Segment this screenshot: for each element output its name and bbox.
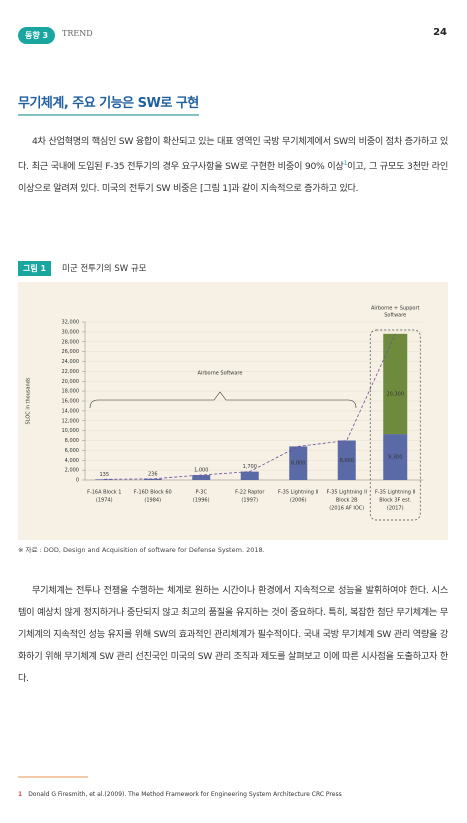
value-label: 135 — [99, 472, 109, 478]
value-label: 6,800 — [291, 461, 305, 467]
annotation: Software — [384, 313, 406, 319]
x-tick-label: F-16D Block 60 — [134, 490, 172, 496]
footnote-ref: 1 — [343, 160, 348, 167]
annotation: Airborne + Support — [371, 306, 419, 312]
value-label: 236 — [148, 471, 158, 477]
bar — [143, 478, 162, 480]
y-tick-label: 30,000 — [62, 329, 80, 335]
x-tick-label: F-16A Block 1 — [87, 490, 121, 496]
bar — [383, 333, 408, 435]
footnote: 1 Donald G Firesmith, et al.(2009). The M… — [18, 791, 342, 798]
x-tick-label: (1974) — [96, 498, 113, 504]
value-label: 9,300 — [388, 455, 402, 461]
y-tick-label: 12,000 — [62, 418, 80, 424]
source: ※ 자료 : DOD, Design and Acquisition of so… — [18, 546, 265, 554]
paragraph: 4차 산업혁명의 핵심인 SW 융합이 확산되고 있는 대표 영역인 국방 무기… — [18, 131, 448, 200]
chart: 0 2,000 4,000 6,000 8,000 10,000 12,000 14,000 1… — [18, 282, 448, 540]
x-tick-label: (1984) — [144, 498, 161, 504]
y-tick-label: 0 — [76, 478, 79, 484]
y-tick-label: 20,000 — [62, 379, 80, 385]
value-label: 20,300 — [387, 391, 405, 397]
y-tick-label: 32,000 — [62, 320, 80, 326]
footnote-rule — [18, 776, 88, 778]
y-axis-label: SLOC in thousands — [26, 377, 32, 424]
figure-label: 그림 1 — [18, 261, 52, 276]
x-tick-label: (2006) — [290, 498, 307, 504]
bar — [383, 434, 408, 480]
highlight-box — [369, 329, 421, 521]
footnote-number: 1 — [18, 791, 23, 798]
x-tick-label: (1996) — [193, 498, 210, 504]
section-badge: 동향 3 — [18, 27, 56, 44]
y-tick-label: 26,000 — [62, 349, 80, 355]
y-tick-label: 8,000 — [65, 438, 79, 444]
bar — [95, 479, 114, 480]
bar — [240, 471, 259, 480]
y-tick-label: 14,000 — [62, 408, 80, 414]
value-label: 8,000 — [340, 458, 354, 464]
y-tick-label: 16,000 — [62, 399, 80, 405]
value-label: 1,700 — [243, 464, 257, 470]
y-tick-label: 2,000 — [65, 468, 79, 474]
y-tick-label: 10,000 — [62, 428, 80, 434]
y-tick-label: 24,000 — [62, 359, 80, 365]
page-number: 24 — [433, 27, 447, 38]
y-tick-label: 4,000 — [65, 458, 79, 464]
footnote-text: Donald G Firesmith, et al.(2009). The Me… — [28, 791, 342, 798]
text: 4차 산업혁명의 핵심인 SW 융합이 확산되고 있는 대표 영역인 국방 무기… — [18, 136, 448, 173]
x-tick-label: F-35 Lightning II — [278, 490, 319, 496]
y-tick-label: 22,000 — [62, 369, 80, 375]
x-tick-label: Block 3F est. — [379, 498, 411, 504]
x-tick-label: (1997) — [241, 498, 258, 504]
annotation: Airborne Software — [198, 371, 243, 377]
heading: 무기체계, 주요 기능은 SW로 구현 — [18, 92, 199, 116]
value-label: 1,000 — [194, 468, 208, 474]
y-tick-label: 28,000 — [62, 339, 80, 345]
x-tick-label: (2016 AF IOC) — [329, 506, 364, 512]
y-tick-label: 6,000 — [65, 448, 79, 454]
bar — [337, 440, 356, 480]
x-tick-label: P-3C — [196, 490, 208, 496]
x-tick-label: F-22 Raptor — [235, 490, 265, 496]
y-tick-label: 18,000 — [62, 389, 80, 395]
x-tick-label: F-35 Lightning II — [326, 490, 367, 496]
paragraph: 무기체계는 전투나 전쟁을 수행하는 체계로 원하는 시간이나 환경에서 지속적… — [18, 585, 448, 684]
bar — [289, 446, 308, 480]
x-tick-label: Block 2B — [336, 498, 358, 504]
figure-caption: 미군 전투기의 SW 규모 — [62, 264, 147, 274]
x-tick-label: F-35 Lightning II — [375, 490, 416, 496]
brace — [89, 391, 357, 409]
text: 이고, 그 규모도 3천만 라인 이상으로 알려져 있다. 미국의 전투기 SW… — [18, 161, 448, 195]
section-name: TREND — [62, 29, 93, 38]
bar — [192, 475, 211, 480]
x-tick-label: (2017) — [387, 506, 404, 512]
trend-curve — [104, 333, 396, 480]
